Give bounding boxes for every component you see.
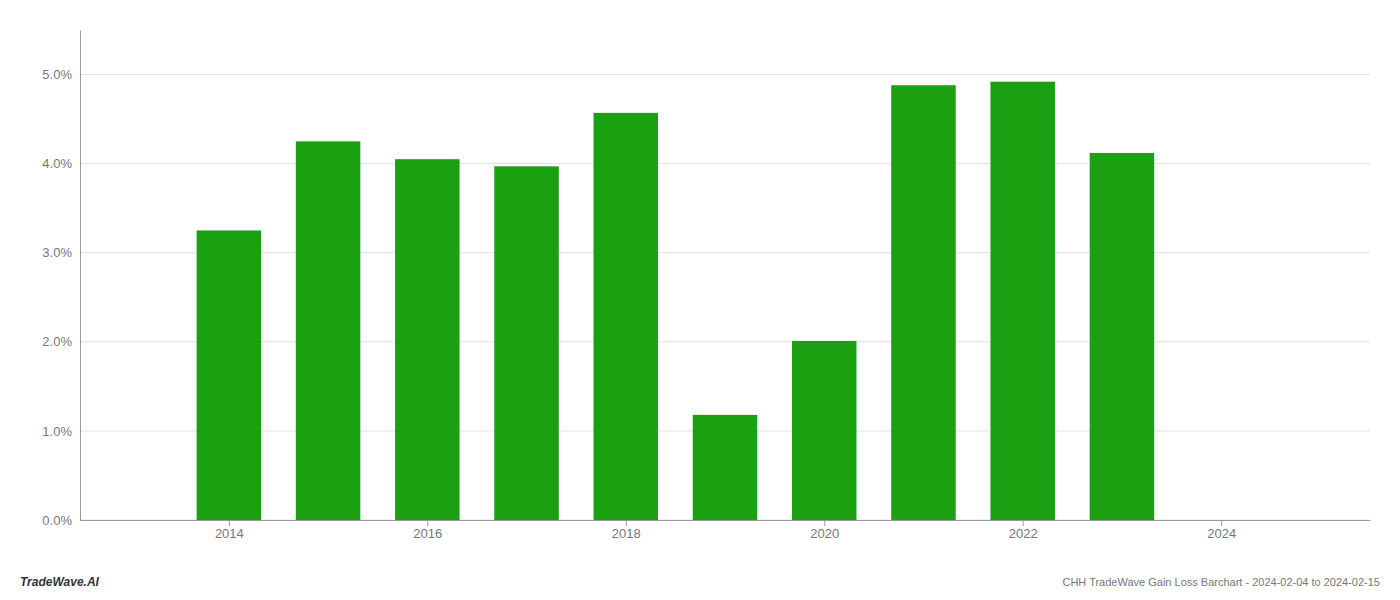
bar: [494, 166, 559, 520]
y-tick: 1.0%: [42, 424, 80, 439]
y-axis: 0.0% 1.0% 2.0% 3.0% 4.0% 5.0%: [42, 31, 80, 528]
chart: 2014 2016 2018 2020 2022 2024 0.0% 1.0% 2.0% 3.0%…: [0, 0, 1400, 600]
y-tick: 2.0%: [42, 334, 80, 349]
bar: [792, 341, 857, 520]
y-tick: 4.0%: [42, 156, 80, 171]
x-tick-label: 2016: [413, 526, 442, 541]
bar: [594, 113, 659, 520]
y-tick-label: 2.0%: [42, 334, 72, 349]
y-tick: 3.0%: [42, 245, 80, 260]
bars: [197, 82, 1155, 520]
x-tick: 2014: [215, 520, 244, 541]
y-tick: 0.0%: [42, 513, 80, 528]
y-tick-label: 4.0%: [42, 156, 72, 171]
x-tick: 2018: [612, 520, 641, 541]
bar: [1090, 153, 1155, 520]
annotation: TradeWave.AI: [20, 575, 100, 589]
bar: [296, 141, 361, 520]
x-tick-label: 2022: [1009, 526, 1038, 541]
x-tick: 2020: [810, 520, 839, 541]
x-tick-label: 2024: [1207, 526, 1236, 541]
grid: [80, 75, 1370, 520]
title: CHH TradeWave Gain Loss Barchart - 2024-…: [1062, 576, 1380, 588]
x-tick-label: 2018: [612, 526, 641, 541]
bar: [693, 415, 758, 520]
x-tick-label: 2020: [810, 526, 839, 541]
x-tick-mark: [1221, 520, 1222, 526]
grid-line: [80, 74, 1370, 75]
x-tick: 2022: [1009, 520, 1038, 541]
x-tick-mark: [626, 520, 627, 526]
bar: [197, 230, 262, 520]
x-tick-mark: [427, 520, 428, 526]
plot: 2014 2016 2018 2020 2022 2024 0.0% 1.0% 2.0% 3.0%…: [42, 31, 1370, 542]
bar: [891, 85, 956, 520]
x-tick-mark: [229, 520, 230, 526]
y-tick-label: 3.0%: [42, 245, 72, 260]
y-tick: 5.0%: [42, 67, 80, 82]
grid-line: [80, 341, 1370, 342]
x-tick-mark: [824, 520, 825, 526]
x-tick: 2016: [413, 520, 442, 541]
x-tick: 2024: [1207, 520, 1236, 541]
bar: [395, 159, 460, 520]
x-axis: 2014 2016 2018 2020 2022 2024: [81, 520, 1371, 541]
bar: [990, 82, 1055, 520]
y-tick-label: 0.0%: [42, 513, 72, 528]
grid-line: [80, 252, 1370, 253]
y-axis-line: [80, 31, 81, 521]
x-axis-line: [81, 520, 1371, 521]
x-tick-label: 2014: [215, 526, 244, 541]
x-tick-mark: [1023, 520, 1024, 526]
y-tick-label: 5.0%: [42, 67, 72, 82]
y-tick-label: 1.0%: [42, 424, 72, 439]
grid-line: [80, 163, 1370, 164]
